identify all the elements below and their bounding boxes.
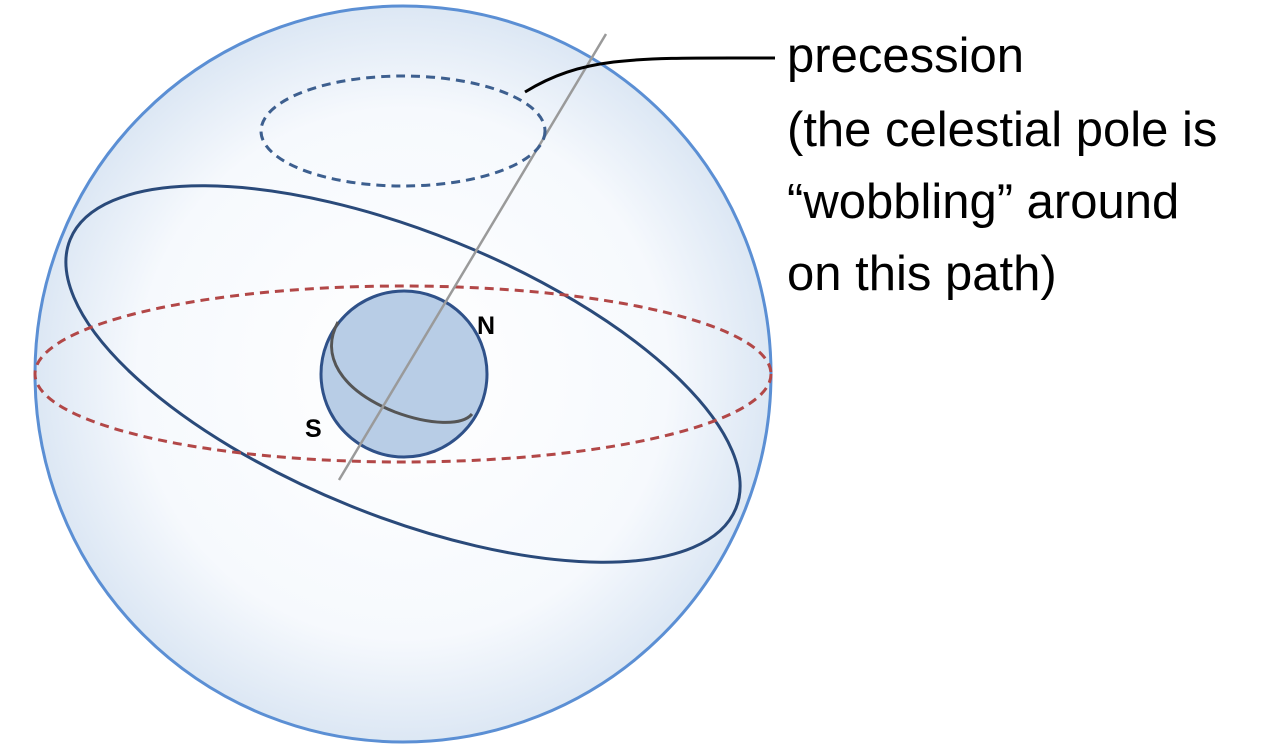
caption-line-2: (the celestial pole is [787, 103, 1217, 157]
earth [319, 289, 489, 459]
leader-line [524, 56, 776, 94]
south-pole-label: S [305, 415, 322, 443]
rotation-axis [337, 33, 608, 481]
north-pole-label: N [477, 312, 495, 340]
celestial-equator [33, 284, 773, 464]
caption-line-4: on this path) [787, 247, 1057, 301]
precession-path [259, 74, 547, 188]
ecliptic-circle [64, 184, 742, 564]
caption-line-1: precession [787, 29, 1024, 83]
caption-line-3: “wobbling” around [787, 175, 1179, 229]
earth-equator [330, 321, 474, 424]
